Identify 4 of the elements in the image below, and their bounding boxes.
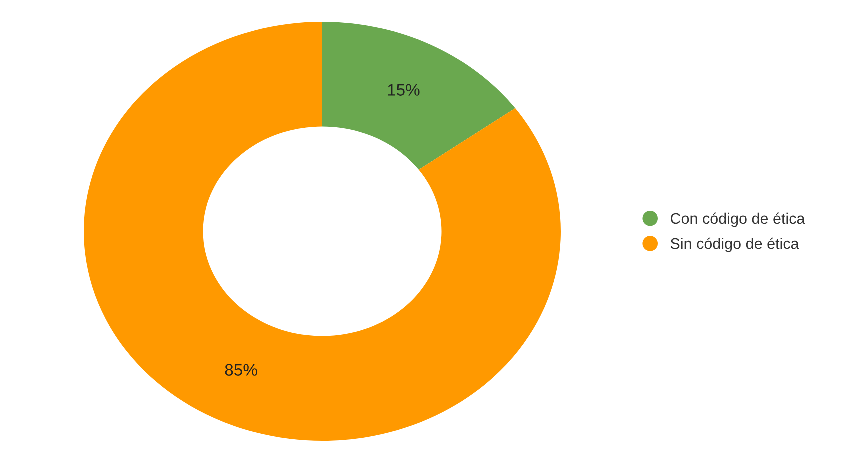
data-label: 15% bbox=[388, 84, 420, 96]
legend-label: Con código de ética bbox=[670, 212, 806, 228]
legend-label: Sin código de ética bbox=[670, 238, 800, 252]
data-label: 85% bbox=[225, 364, 258, 376]
